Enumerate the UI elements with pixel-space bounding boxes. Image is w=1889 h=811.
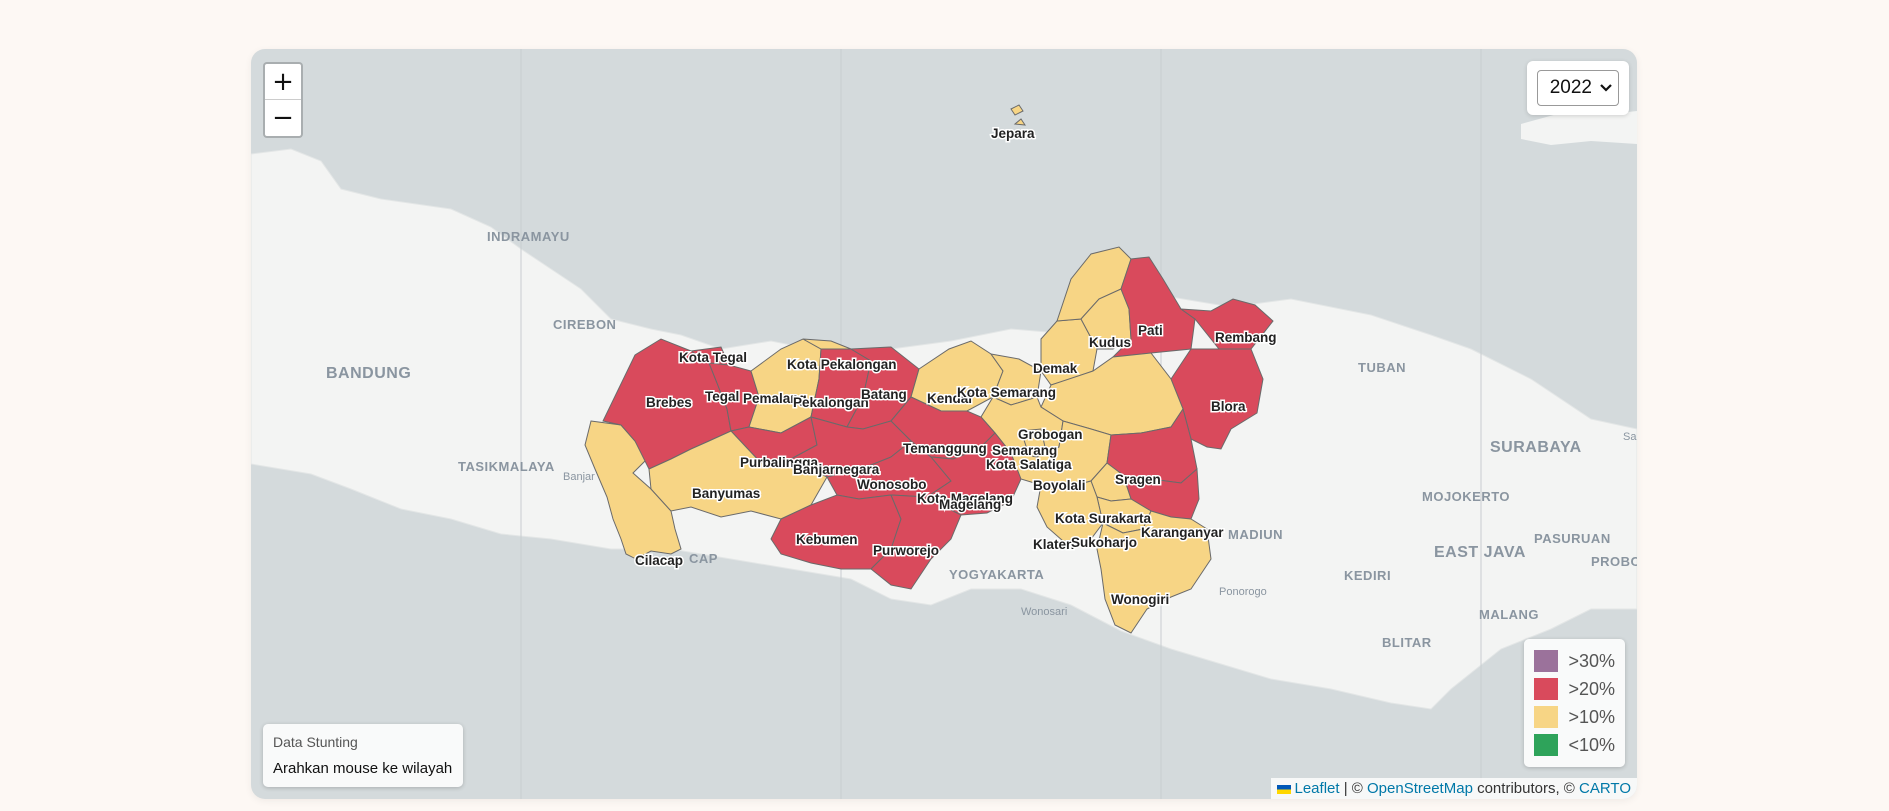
- region-label-banyumas: Banyumas: [692, 486, 760, 501]
- region-rembang[interactable]: [1179, 298, 1274, 350]
- region-label-grobogan: Grobogan: [1018, 427, 1083, 442]
- label-indramayu: INDRAMAYU: [487, 229, 570, 244]
- region-label-pemalang: Pemalang: [743, 391, 807, 406]
- zoom-control: + −: [263, 62, 303, 138]
- region-purworejo[interactable]: [870, 494, 962, 590]
- label-mojokerto: MOJOKERTO: [1422, 489, 1510, 504]
- region-label-tegal: Tegal: [705, 389, 739, 404]
- choropleth-layer: [584, 104, 1274, 634]
- region-label-cilacap: Cilacap: [635, 553, 683, 568]
- region-label-wonosobo: Wonosobo: [857, 477, 926, 492]
- year-control: 2022: [1526, 61, 1629, 115]
- info-hint: Arahkan mouse ke wilayah: [273, 760, 453, 777]
- map-container[interactable]: INDRAMAYU CIREBON BANDUNG TASIKMALAYA Ba…: [251, 49, 1637, 799]
- legend-item: >20%: [1534, 675, 1615, 703]
- label-yogyakarta: YOGYAKARTA: [949, 567, 1044, 582]
- label-east-java: EAST JAVA: [1434, 544, 1526, 561]
- region-label-pati: Pati: [1138, 323, 1163, 338]
- info-title: Data Stunting: [273, 734, 358, 750]
- label-cap: CAP: [689, 551, 718, 566]
- region-label-kebumen: Kebumen: [796, 532, 858, 547]
- region-label-kota-surakarta: Kota Surakarta: [1055, 511, 1152, 526]
- region-wonogiri[interactable]: [1096, 510, 1212, 634]
- legend-item: >10%: [1534, 703, 1615, 731]
- label-kediri: KEDIRI: [1344, 568, 1391, 583]
- region-klaten[interactable]: [1036, 480, 1104, 542]
- ukraine-flag-icon: [1276, 784, 1291, 794]
- legend-item: >30%: [1534, 647, 1615, 675]
- label-wonosari: Wonosari: [1021, 606, 1067, 618]
- label-tuban: TUBAN: [1358, 360, 1406, 375]
- legend: >30% >20% >10% <10%: [1524, 639, 1625, 767]
- label-sa: Sa: [1623, 431, 1637, 443]
- region-label-rembang: Rembang: [1215, 330, 1277, 345]
- label-pasuruan: PASURUAN: [1534, 531, 1611, 546]
- year-select-value: 2022: [1549, 77, 1592, 98]
- label-tasikmalaya: TASIKMALAYA: [458, 459, 555, 474]
- region-kota-salatiga[interactable]: [1020, 428, 1046, 450]
- region-label-purbalingga: Purbalingga: [740, 455, 818, 470]
- legend-label: >20%: [1568, 678, 1615, 699]
- region-labels: Jepara Kota Tegal Kota Pekalongan Brebes…: [634, 125, 1279, 609]
- label-madiun: MADIUN: [1228, 527, 1283, 542]
- label-cirebon: CIREBON: [553, 317, 616, 332]
- chevron-down-icon: [1600, 84, 1612, 92]
- leaflet-link[interactable]: Leaflet: [1294, 780, 1340, 797]
- label-probo: PROBO: [1591, 554, 1637, 569]
- region-label-semarang: Semarang: [992, 443, 1057, 458]
- region-label-purworejo: Purworejo: [873, 543, 939, 558]
- region-jepara-islands[interactable]: [1010, 104, 1027, 126]
- label-banjar: Banjar: [563, 471, 595, 483]
- region-label-brebes: Brebes: [646, 395, 692, 410]
- label-bandung: BANDUNG: [326, 365, 411, 382]
- legend-swatch: [1534, 678, 1559, 700]
- region-label-klaten: Klaten: [1033, 537, 1074, 552]
- region-label-pekalongan: Pekalongan: [793, 395, 869, 410]
- legend-label: <10%: [1568, 734, 1615, 755]
- region-label-kendal: Kendal: [927, 391, 972, 406]
- legend-label: >30%: [1568, 650, 1615, 671]
- region-label-blora: Blora: [1211, 399, 1246, 414]
- attribution-contrib: contributors, ©: [1477, 780, 1575, 797]
- zoom-out-button[interactable]: −: [272, 103, 294, 133]
- attribution: Leaflet | © OpenStreetMap contributors, …: [1270, 778, 1637, 799]
- year-select[interactable]: 2022: [1536, 70, 1619, 106]
- region-label-kota-tegal: Kota Tegal: [679, 350, 747, 365]
- region-label-sragen: Sragen: [1115, 472, 1161, 487]
- region-label-sukoharjo: Sukoharjo: [1071, 535, 1137, 550]
- region-label-kota-salatiga: Kota Salatiga: [986, 457, 1072, 472]
- label-ponorogo: Ponorogo: [1219, 586, 1267, 598]
- land-madura: [1521, 111, 1637, 145]
- region-label-kota-semarang: Kota Semarang: [957, 385, 1056, 400]
- label-blitar: BLITAR: [1382, 635, 1432, 650]
- info-panel: Data Stunting Arahkan mouse ke wilayah: [263, 724, 463, 787]
- osm-link[interactable]: OpenStreetMap: [1367, 780, 1473, 797]
- region-label-wonogiri: Wonogiri: [1111, 592, 1169, 607]
- basemap: INDRAMAYU CIREBON BANDUNG TASIKMALAYA Ba…: [251, 49, 1637, 799]
- label-surabaya: SURABAYA: [1490, 439, 1582, 456]
- region-label-magelang: Magelang: [939, 497, 1001, 512]
- region-label-kudus: Kudus: [1089, 335, 1131, 350]
- attribution-sep: | ©: [1343, 780, 1363, 797]
- region-label-temanggung: Temanggung: [903, 441, 987, 456]
- region-label-demak: Demak: [1033, 361, 1078, 376]
- legend-swatch: [1534, 706, 1559, 728]
- region-label-kota-magelang: Kota Magelang: [917, 491, 1013, 506]
- region-label-banjarnegara: Banjarnegara: [793, 462, 880, 477]
- legend-swatch: [1534, 650, 1559, 672]
- legend-label: >10%: [1568, 706, 1615, 727]
- zoom-in-button[interactable]: +: [265, 64, 301, 100]
- region-label-jepara-top: Jepara: [991, 126, 1035, 141]
- region-label-boyolali: Boyolali: [1033, 478, 1086, 493]
- region-label-kota-pekalongan: Kota Pekalongan: [787, 357, 897, 372]
- legend-item: <10%: [1534, 731, 1615, 759]
- legend-swatch: [1534, 734, 1559, 756]
- region-label-batang: Batang: [861, 387, 907, 402]
- label-malang: MALANG: [1479, 607, 1539, 622]
- region-pati[interactable]: [1111, 256, 1196, 358]
- region-banyumas[interactable]: [648, 430, 828, 520]
- region-label-karanganyar: Karanganyar: [1141, 525, 1224, 540]
- carto-link[interactable]: CARTO: [1579, 780, 1631, 797]
